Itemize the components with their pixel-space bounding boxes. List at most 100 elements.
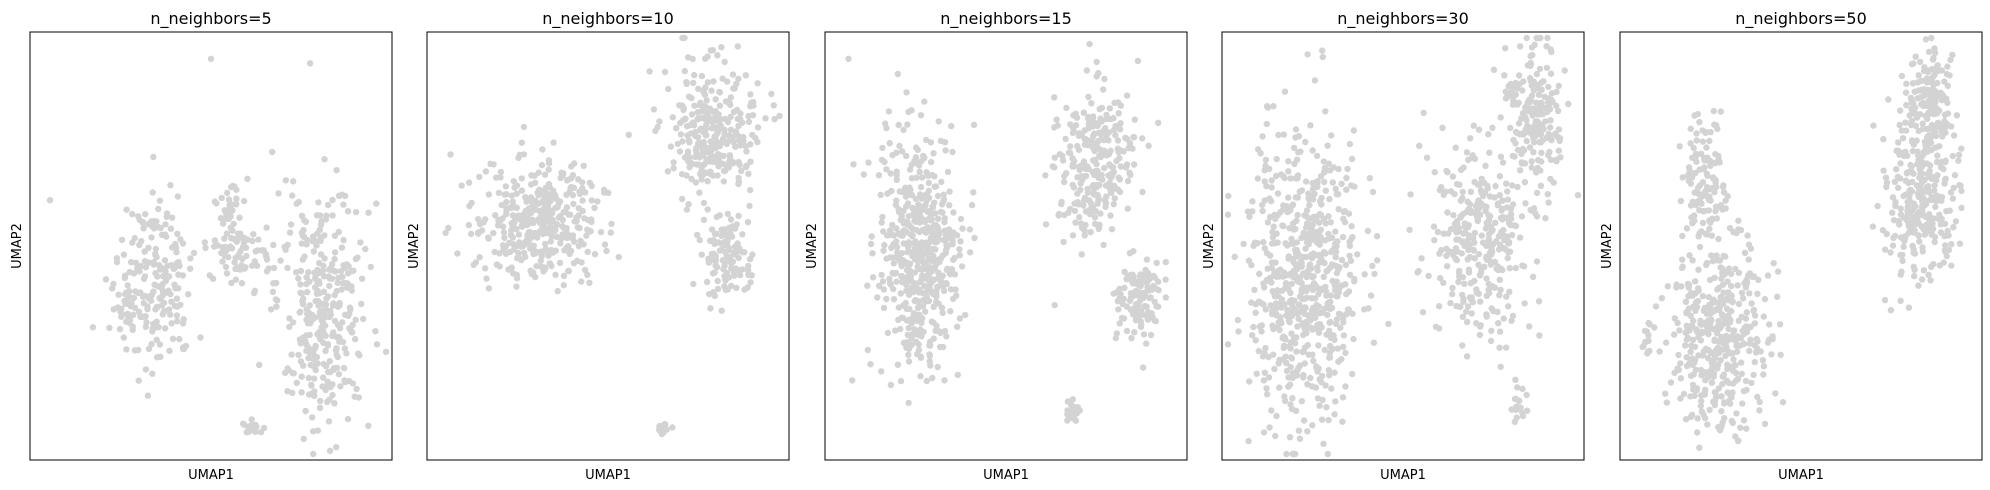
- scatter-point: [1521, 300, 1528, 307]
- scatter-point: [692, 179, 700, 186]
- scatter-point: [1908, 60, 1916, 68]
- scatter-point: [745, 118, 753, 126]
- scatter-point: [1110, 126, 1118, 134]
- scatter-point: [1123, 135, 1131, 143]
- scatter-point: [1730, 327, 1738, 334]
- scatter-point: [322, 301, 330, 308]
- scatter-point: [1290, 144, 1298, 152]
- scatter-point: [1914, 190, 1922, 197]
- scatter-point: [1321, 346, 1328, 354]
- scatter-point: [1694, 429, 1701, 436]
- scatter-point: [1718, 298, 1726, 305]
- scatter-point: [712, 117, 720, 124]
- scatter-point: [1314, 321, 1321, 328]
- scatter-point: [1455, 269, 1463, 276]
- scatter-point: [1141, 302, 1149, 310]
- scatter-point: [909, 204, 916, 212]
- scatter-point: [1936, 123, 1943, 130]
- scatter-point: [89, 324, 97, 331]
- scatter-point: [698, 72, 706, 80]
- scatter-point: [905, 108, 912, 116]
- scatter-point: [1345, 210, 1353, 217]
- scatter-point: [1497, 114, 1504, 121]
- scatter-point: [664, 168, 672, 175]
- scatter-point: [884, 329, 892, 337]
- scatter-point: [1464, 256, 1471, 263]
- scatter-point: [933, 223, 941, 230]
- scatter-point: [1950, 132, 1958, 139]
- scatter-point: [232, 276, 240, 283]
- scatter-point: [320, 273, 328, 280]
- scatter-point: [1287, 401, 1294, 408]
- scatter-point: [537, 213, 544, 220]
- scatter-point: [1449, 284, 1456, 292]
- scatter-point: [1715, 152, 1722, 160]
- scatter-point: [1538, 86, 1545, 93]
- scatter-point: [1343, 186, 1350, 193]
- scatter-point: [522, 194, 529, 201]
- scatter-point: [1697, 402, 1705, 410]
- scatter-point: [1106, 179, 1113, 187]
- scatter-point: [131, 234, 138, 242]
- scatter-point: [905, 351, 912, 358]
- scatter-point: [1333, 269, 1341, 277]
- scatter-point: [1904, 152, 1911, 159]
- scatter-point: [530, 219, 537, 227]
- scatter-point: [958, 263, 966, 270]
- scatter-point: [1910, 263, 1917, 270]
- scatter-point: [1497, 286, 1504, 293]
- scatter-point: [222, 243, 229, 251]
- scatter-point: [1897, 211, 1905, 218]
- scatter-point: [1922, 36, 1930, 43]
- scatter-point: [908, 320, 915, 327]
- scatter-point: [1129, 145, 1136, 152]
- scatter-point: [1295, 315, 1302, 322]
- scatter-point: [1934, 152, 1941, 159]
- scatter-point: [1483, 311, 1490, 318]
- scatter-point: [929, 204, 937, 211]
- scatter-point: [1925, 189, 1933, 196]
- scatter-point: [1283, 450, 1290, 458]
- scatter-point: [542, 265, 549, 273]
- scatter-point: [1945, 246, 1953, 254]
- scatter-point: [1679, 232, 1686, 240]
- scatter-point: [1416, 142, 1423, 149]
- scatter-point: [1708, 317, 1715, 324]
- scatter-point: [1526, 144, 1534, 151]
- scatter-point: [151, 324, 159, 331]
- scatter-point: [943, 246, 950, 253]
- scatter-point: [496, 263, 503, 270]
- scatter-point: [1487, 337, 1495, 345]
- scatter-point: [1266, 424, 1273, 431]
- scatter-point: [1131, 116, 1139, 123]
- scatter-point: [1240, 240, 1247, 248]
- scatter-point: [1069, 396, 1077, 403]
- scatter-point: [160, 308, 167, 316]
- scatter-point: [946, 232, 953, 239]
- scatter-point: [1697, 366, 1705, 374]
- scatter-point: [145, 345, 153, 353]
- scatter-point: [878, 271, 885, 279]
- scatter-point: [919, 174, 926, 181]
- scatter-point: [1881, 296, 1889, 304]
- scatter-point: [1909, 147, 1917, 155]
- scatter-point: [1925, 172, 1932, 179]
- scatter-point: [941, 377, 948, 384]
- scatter-point: [305, 269, 312, 276]
- scatter-point: [1324, 142, 1331, 149]
- scatter-point: [522, 221, 530, 228]
- scatter-point: [145, 244, 152, 251]
- scatter-point: [305, 354, 312, 362]
- scatter-point: [927, 362, 934, 369]
- scatter-point: [1933, 63, 1941, 70]
- scatter-point: [1452, 255, 1459, 262]
- scatter-point: [1320, 259, 1327, 266]
- scatter-point: [362, 245, 369, 253]
- scatter-point: [1155, 303, 1162, 310]
- scatter-point: [579, 185, 586, 192]
- scatter-point: [1342, 349, 1349, 357]
- scatter-point: [1120, 148, 1127, 155]
- scatter-point: [893, 225, 900, 232]
- scatter-point: [1323, 404, 1330, 411]
- scatter-point: [1942, 175, 1949, 182]
